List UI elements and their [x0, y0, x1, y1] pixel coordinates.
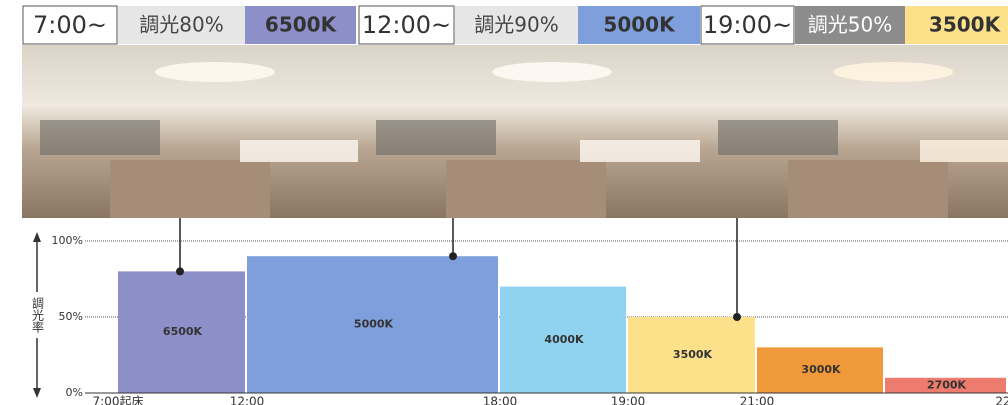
- color-temp: 6500K: [265, 13, 338, 37]
- bar-label: 5000K: [354, 318, 394, 331]
- x-tick-label: 7:00起床: [93, 395, 144, 405]
- x-tick-label: 22: [995, 395, 1008, 405]
- time-box: [22, 5, 118, 45]
- photo: [700, 45, 1008, 218]
- bar: [628, 317, 755, 393]
- connector-dot: [733, 313, 741, 321]
- temp-box: [245, 6, 356, 44]
- y-tick-label: 100%: [52, 234, 83, 247]
- bar: [500, 286, 626, 393]
- temp-box: [578, 6, 700, 44]
- x-tick-label: 19:00: [611, 395, 646, 405]
- dimming: 調光80%: [139, 13, 223, 37]
- bar: [757, 347, 883, 393]
- color-temp: 5000K: [603, 13, 676, 37]
- y-tick-label: 50%: [59, 310, 83, 323]
- y-label-bg: [29, 292, 45, 338]
- dimming: 調光50%: [808, 13, 892, 37]
- x-tick-label: 21:00: [740, 395, 775, 405]
- connector-dot: [176, 267, 184, 276]
- time-box: [700, 5, 795, 45]
- bar: [247, 256, 498, 393]
- dim-box: [455, 6, 578, 44]
- connector-dot: [449, 252, 457, 261]
- x-tick-label: 12:00: [230, 395, 265, 405]
- bar: [885, 377, 1006, 393]
- dim-box: [118, 6, 245, 44]
- photos: [22, 45, 1008, 218]
- dim-box: [795, 6, 905, 44]
- bar-label: 3500K: [673, 348, 713, 361]
- bar-label: 2700K: [927, 378, 967, 391]
- bar-label: 3000K: [801, 363, 841, 376]
- dimming: 調光90%: [474, 13, 558, 37]
- bar-label: 6500K: [163, 325, 203, 338]
- time: 7:00~: [33, 11, 107, 39]
- bar: [118, 271, 245, 393]
- time-box: [358, 5, 455, 45]
- bar-label: 4000K: [544, 333, 584, 346]
- color-temp: 3500K: [929, 13, 1002, 37]
- photo: [22, 45, 358, 218]
- y-axis-label: 調光率: [31, 297, 45, 333]
- y-tick-label: 0%: [66, 386, 83, 399]
- photo: [358, 45, 700, 218]
- x-tick-label: 18:00: [483, 395, 518, 405]
- time: 12:00~: [362, 11, 451, 39]
- temp-box: [905, 6, 1008, 44]
- time: 19:00~: [703, 11, 792, 39]
